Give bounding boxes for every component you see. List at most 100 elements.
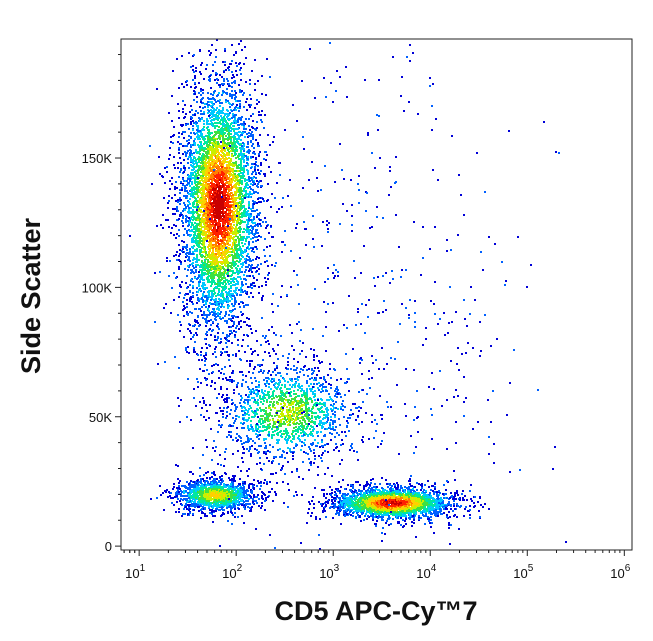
event-dot: [318, 501, 320, 503]
event-dot: [291, 345, 293, 347]
event-dot: [249, 360, 251, 362]
event-dot: [206, 502, 208, 504]
event-dot: [272, 395, 274, 397]
event-dot: [241, 499, 243, 501]
event-dot: [257, 404, 259, 406]
event-dot: [343, 416, 345, 418]
event-dot: [246, 420, 248, 422]
event-dot: [263, 393, 265, 395]
event-dot: [242, 446, 244, 448]
event-dot: [332, 405, 334, 407]
event-dot: [431, 500, 433, 502]
event-dot: [384, 497, 386, 499]
event-dot: [321, 441, 323, 443]
event-dot: [231, 496, 233, 498]
event-dot: [271, 488, 273, 490]
event-dot: [313, 449, 315, 451]
event-dot: [204, 513, 206, 515]
event-dot: [206, 496, 208, 498]
event-dot: [226, 436, 228, 438]
event-dot: [253, 488, 255, 490]
event-dot: [214, 505, 216, 507]
event-dot: [232, 417, 234, 419]
event-dot: [234, 516, 236, 518]
event-dot: [279, 425, 281, 427]
event-dot: [328, 393, 330, 395]
event-dot: [442, 502, 444, 504]
event-dot: [187, 492, 189, 494]
event-dot: [296, 372, 298, 374]
event-dot: [351, 447, 353, 449]
event-dot: [291, 419, 293, 421]
event-dot: [438, 502, 440, 504]
event-dot: [216, 488, 218, 490]
event-dot: [240, 470, 242, 472]
event-dot: [346, 513, 348, 515]
event-dot: [291, 433, 293, 435]
event-dot: [488, 508, 490, 510]
event-dot: [230, 500, 232, 502]
event-dot: [376, 495, 378, 497]
event-dot: [329, 422, 331, 424]
event-dot: [261, 364, 263, 366]
event-dot: [241, 515, 243, 517]
event-dot: [226, 388, 228, 390]
event-dot: [350, 409, 352, 411]
event-dot: [432, 508, 434, 510]
event-dot: [253, 368, 255, 370]
event-dot: [313, 383, 315, 385]
event-dot: [197, 479, 199, 481]
event-dot: [248, 503, 250, 505]
event-dot: [205, 472, 207, 474]
event-dot: [190, 505, 192, 507]
event-dot: [276, 388, 278, 390]
event-dot: [288, 489, 290, 491]
event-dot: [370, 511, 372, 513]
event-dot: [314, 455, 316, 457]
event-dot: [274, 407, 276, 409]
event-dot: [232, 453, 234, 455]
event-dot: [209, 509, 211, 511]
event-dot: [211, 509, 213, 511]
event-dot: [172, 488, 174, 490]
event-dot: [286, 406, 288, 408]
event-dot: [448, 511, 450, 513]
event-dot: [426, 504, 428, 506]
event-dot: [251, 445, 253, 447]
event-dot: [332, 517, 334, 519]
event-dot: [322, 510, 324, 512]
event-dot: [273, 401, 275, 403]
event-dot: [245, 492, 247, 494]
event-dot: [358, 391, 360, 393]
event-dot: [284, 380, 286, 382]
event-dot: [454, 508, 456, 510]
event-dot: [290, 391, 292, 393]
event-dot: [384, 512, 386, 514]
event-dot: [302, 478, 304, 480]
event-dot: [247, 490, 249, 492]
event-dot: [202, 454, 204, 456]
event-dot: [373, 486, 375, 488]
event-dot: [364, 498, 366, 500]
event-dot: [293, 495, 295, 497]
event-dot: [405, 515, 407, 517]
event-dot: [450, 508, 452, 510]
event-dot: [318, 370, 320, 372]
event-dot: [202, 397, 204, 399]
event-dot: [258, 438, 260, 440]
event-dot: [405, 523, 407, 525]
event-dot: [231, 481, 233, 483]
event-dot: [354, 403, 356, 405]
event-dot: [252, 391, 254, 393]
event-dot: [421, 497, 423, 499]
event-dot: [285, 392, 287, 394]
event-dot: [195, 490, 197, 492]
event-dot: [410, 485, 412, 487]
event-dot: [267, 424, 269, 426]
event-dot: [215, 508, 217, 510]
event-dot: [308, 368, 310, 370]
event-dot: [317, 466, 319, 468]
event-dot: [295, 393, 297, 395]
event-dot: [243, 410, 245, 412]
event-dot: [249, 428, 251, 430]
